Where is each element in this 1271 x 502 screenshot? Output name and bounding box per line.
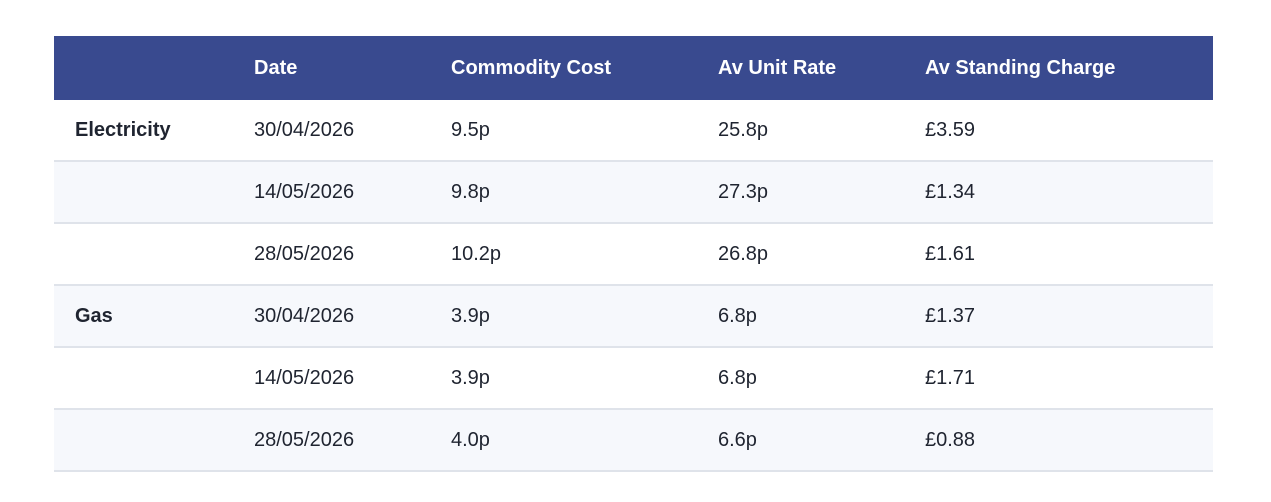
table-cell: 6.6p — [718, 428, 757, 451]
header-cell: Date — [254, 56, 298, 79]
table-cell: 25.8p — [718, 118, 769, 141]
table-cell: £1.71 — [925, 366, 976, 389]
table-cell: 9.5p — [451, 118, 490, 141]
table-cell: 30/04/2026 — [254, 304, 355, 327]
table-cell: 27.3p — [718, 180, 769, 203]
table: Date Commodity Cost Av Unit Rate Av Standin… — [54, 36, 1213, 472]
table-cell: 28/05/2026 — [254, 428, 355, 451]
table-cell: 14/05/2026 — [254, 366, 355, 389]
table-cell: £0.88 — [925, 428, 976, 451]
table-cell: 14/05/2026 — [254, 180, 355, 203]
table-cell: £3.59 — [925, 118, 976, 141]
table-row: 14/05/2026 9.8p 27.3p £1.34 — [54, 162, 1213, 224]
table-cell: £1.34 — [925, 180, 976, 203]
fuel-label: Gas — [75, 304, 113, 327]
table-cell: 9.8p — [451, 180, 490, 203]
table-row: 28/05/2026 4.0p 6.6p £0.88 — [54, 410, 1213, 472]
header-cell: Commodity Cost — [451, 56, 611, 79]
table-cell: 3.9p — [451, 304, 490, 327]
table-row: 14/05/2026 3.9p 6.8p £1.71 — [54, 348, 1213, 410]
table-cell: £1.61 — [925, 242, 976, 265]
table-cell: 6.8p — [718, 304, 757, 327]
table-cell: £1.37 — [925, 304, 976, 327]
table-cell: 3.9p — [451, 366, 490, 389]
table-row: Electricity 30/04/2026 9.5p 25.8p £3.59 — [54, 100, 1213, 162]
fuel-label: Electricity — [75, 118, 171, 141]
table-header: Date Commodity Cost Av Unit Rate Av Standin… — [54, 36, 1213, 100]
table-cell: 10.2p — [451, 242, 502, 265]
header-cell: Av Unit Rate — [718, 56, 837, 79]
table-cell: 30/04/2026 — [254, 118, 355, 141]
table-cell: 4.0p — [451, 428, 490, 451]
table-cell: 6.8p — [718, 366, 757, 389]
table-row: 28/05/2026 10.2p 26.8p £1.61 — [54, 224, 1213, 286]
header-cell: Av Standing Charge — [925, 56, 1116, 79]
table-row: Gas 30/04/2026 3.9p 6.8p £1.37 — [54, 286, 1213, 348]
table-cell: 28/05/2026 — [254, 242, 355, 265]
table-cell: 26.8p — [718, 242, 769, 265]
